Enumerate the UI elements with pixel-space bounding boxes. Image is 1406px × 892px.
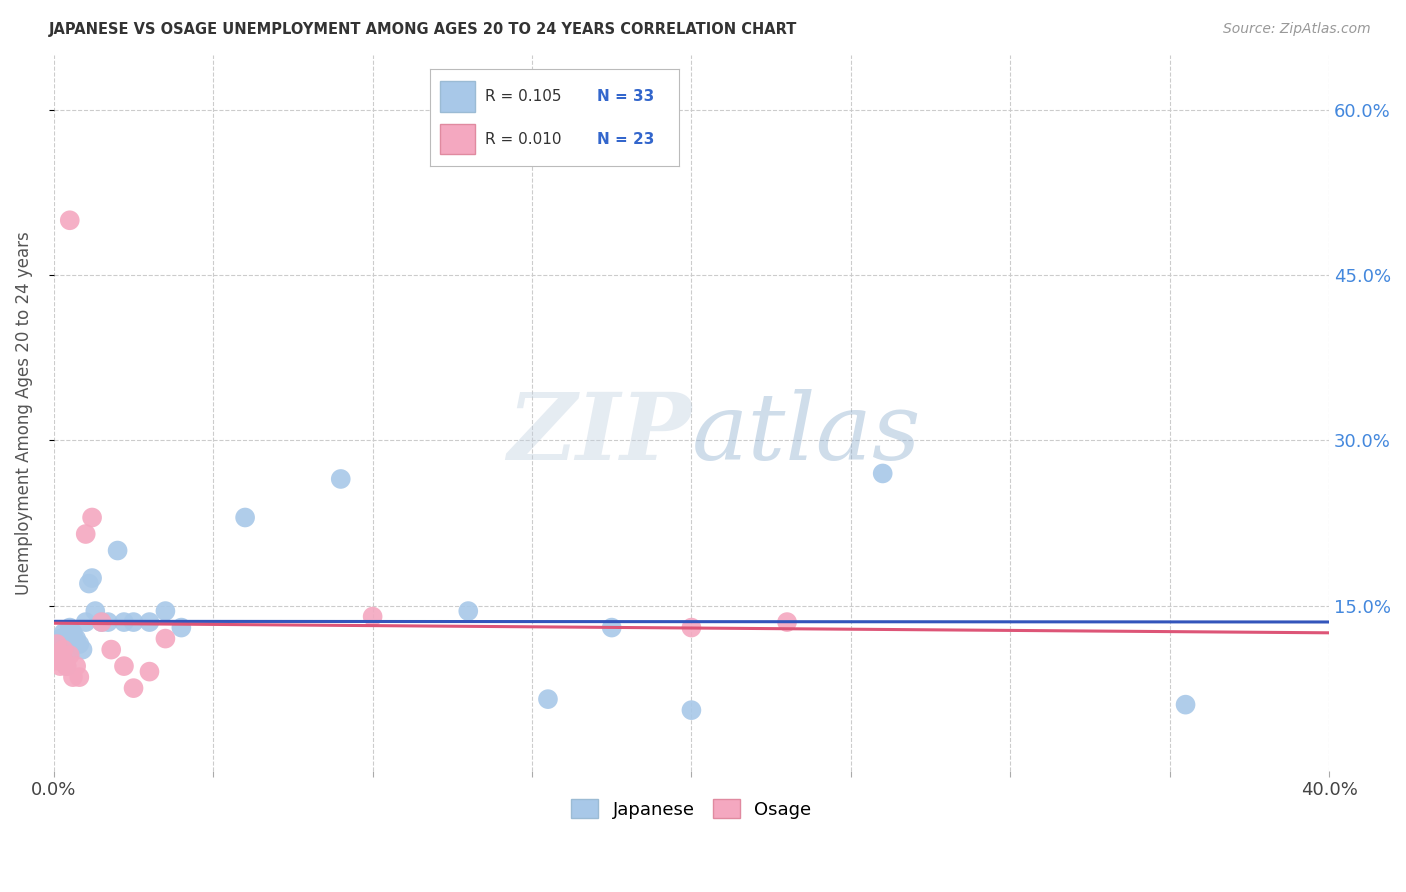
Point [233, 510, 256, 524]
Point [49, 648, 72, 662]
Point [52, 642, 75, 657]
Text: Source: ZipAtlas.com: Source: ZipAtlas.com [1223, 22, 1371, 37]
Point [155, 604, 177, 618]
Point [67, 670, 90, 684]
Point [59, 648, 82, 662]
Point [329, 472, 352, 486]
Point [681, 703, 703, 717]
Point [681, 621, 703, 635]
Point [872, 467, 894, 481]
Point [65, 659, 87, 673]
Point [55, 659, 77, 673]
Point [59, 213, 82, 227]
Point [49, 632, 72, 646]
Point [107, 543, 129, 558]
Point [52, 626, 75, 640]
Point [62, 670, 84, 684]
Point [46, 642, 69, 657]
Text: atlas: atlas [692, 390, 921, 479]
Point [65, 632, 87, 646]
Point [600, 621, 623, 635]
Point [55, 659, 77, 673]
Text: JAPANESE VS OSAGE UNEMPLOYMENT AMONG AGES 20 TO 24 YEARS CORRELATION CHART: JAPANESE VS OSAGE UNEMPLOYMENT AMONG AGE… [49, 22, 797, 37]
Point [170, 621, 193, 635]
Point [1174, 698, 1197, 712]
Point [59, 621, 82, 635]
Point [457, 604, 479, 618]
Point [52, 654, 75, 668]
Point [112, 659, 135, 673]
Point [90, 615, 112, 629]
Point [67, 637, 90, 651]
Legend: Japanese, Osage: Japanese, Osage [564, 792, 818, 826]
Point [138, 665, 160, 679]
Point [46, 654, 69, 668]
Point [155, 632, 177, 646]
Point [80, 571, 103, 585]
Text: ZIP: ZIP [508, 390, 692, 479]
Point [776, 615, 799, 629]
Point [75, 615, 97, 629]
Point [75, 527, 97, 541]
Y-axis label: Unemployment Among Ages 20 to 24 years: Unemployment Among Ages 20 to 24 years [15, 231, 32, 595]
Point [80, 510, 103, 524]
Point [77, 576, 100, 591]
Point [59, 642, 82, 657]
Point [49, 648, 72, 662]
Point [122, 681, 145, 695]
Point [537, 692, 560, 706]
Point [138, 615, 160, 629]
Point [112, 615, 135, 629]
Point [55, 637, 77, 651]
Point [62, 626, 84, 640]
Point [97, 615, 120, 629]
Point [84, 604, 107, 618]
Point [90, 615, 112, 629]
Point [361, 609, 384, 624]
Point [49, 659, 72, 673]
Point [72, 642, 94, 657]
Point [52, 654, 75, 668]
Point [100, 642, 122, 657]
Point [46, 637, 69, 651]
Point [122, 615, 145, 629]
